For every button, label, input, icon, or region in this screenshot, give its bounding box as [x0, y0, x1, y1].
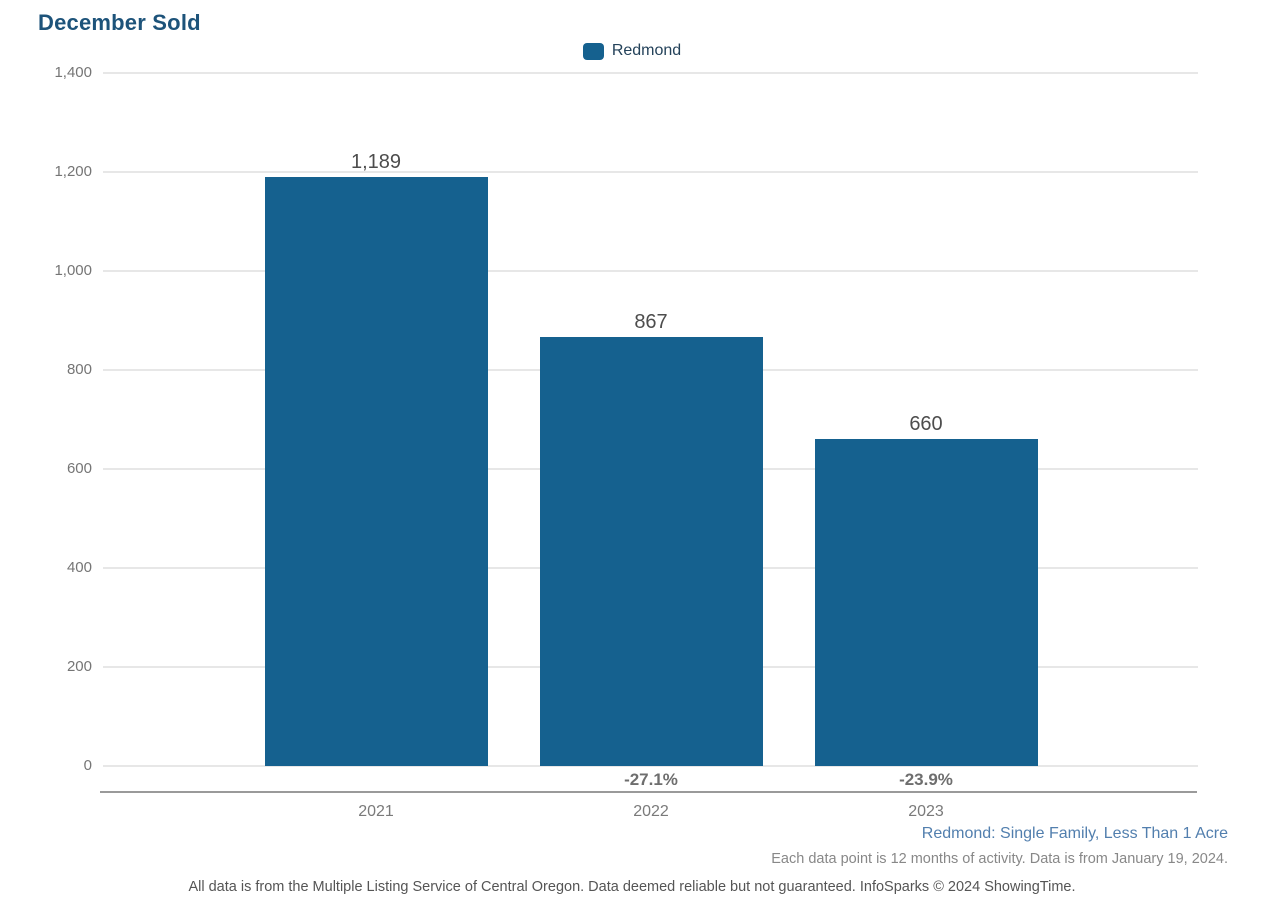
bar-2023[interactable] [814, 439, 1038, 766]
x-axis-label-2021: 2021 [358, 803, 394, 820]
y-axis-tick-label: 1,000 [54, 262, 92, 279]
bar-value-label-2022: 867 [634, 311, 668, 333]
bar-change-label-2022: -27.1% [624, 770, 678, 789]
bar-2022[interactable] [539, 337, 763, 766]
y-axis-tick-label: 0 [83, 757, 92, 774]
grid-line [103, 72, 1198, 74]
grid-line [103, 270, 1198, 272]
y-axis-tick-label: 1,400 [54, 64, 92, 81]
chart-title: December Sold [38, 10, 201, 35]
y-axis-tick-label: 1,200 [54, 163, 92, 180]
grid-line [103, 171, 1198, 173]
footer-disclaimer: All data is from the Multiple Listing Se… [188, 879, 1076, 895]
chart-legend: Redmond [0, 42, 1264, 60]
y-axis-tick-label: 400 [66, 559, 92, 576]
legend-swatch-redmond [582, 42, 604, 60]
footnote-data-period: Each data point is 12 months of activity… [771, 851, 1228, 867]
bar-change-label-2023: -23.9% [899, 770, 953, 789]
bar-2021[interactable] [264, 177, 488, 766]
y-axis-tick-label: 600 [66, 460, 92, 477]
y-axis-tick-label: 200 [66, 658, 92, 675]
x-axis-label-2023: 2023 [908, 803, 944, 820]
footnote-segment: Redmond: Single Family, Less Than 1 Acre [921, 825, 1228, 842]
legend-label-redmond: Redmond [611, 42, 682, 59]
grid-line [103, 765, 1198, 767]
bar-value-label-2023: 660 [909, 413, 943, 435]
y-axis-tick-label: 800 [66, 361, 92, 378]
bar-value-label-2021: 1,189 [350, 151, 402, 173]
x-axis-label-2022: 2022 [633, 803, 669, 820]
x-axis-line [100, 791, 1197, 793]
